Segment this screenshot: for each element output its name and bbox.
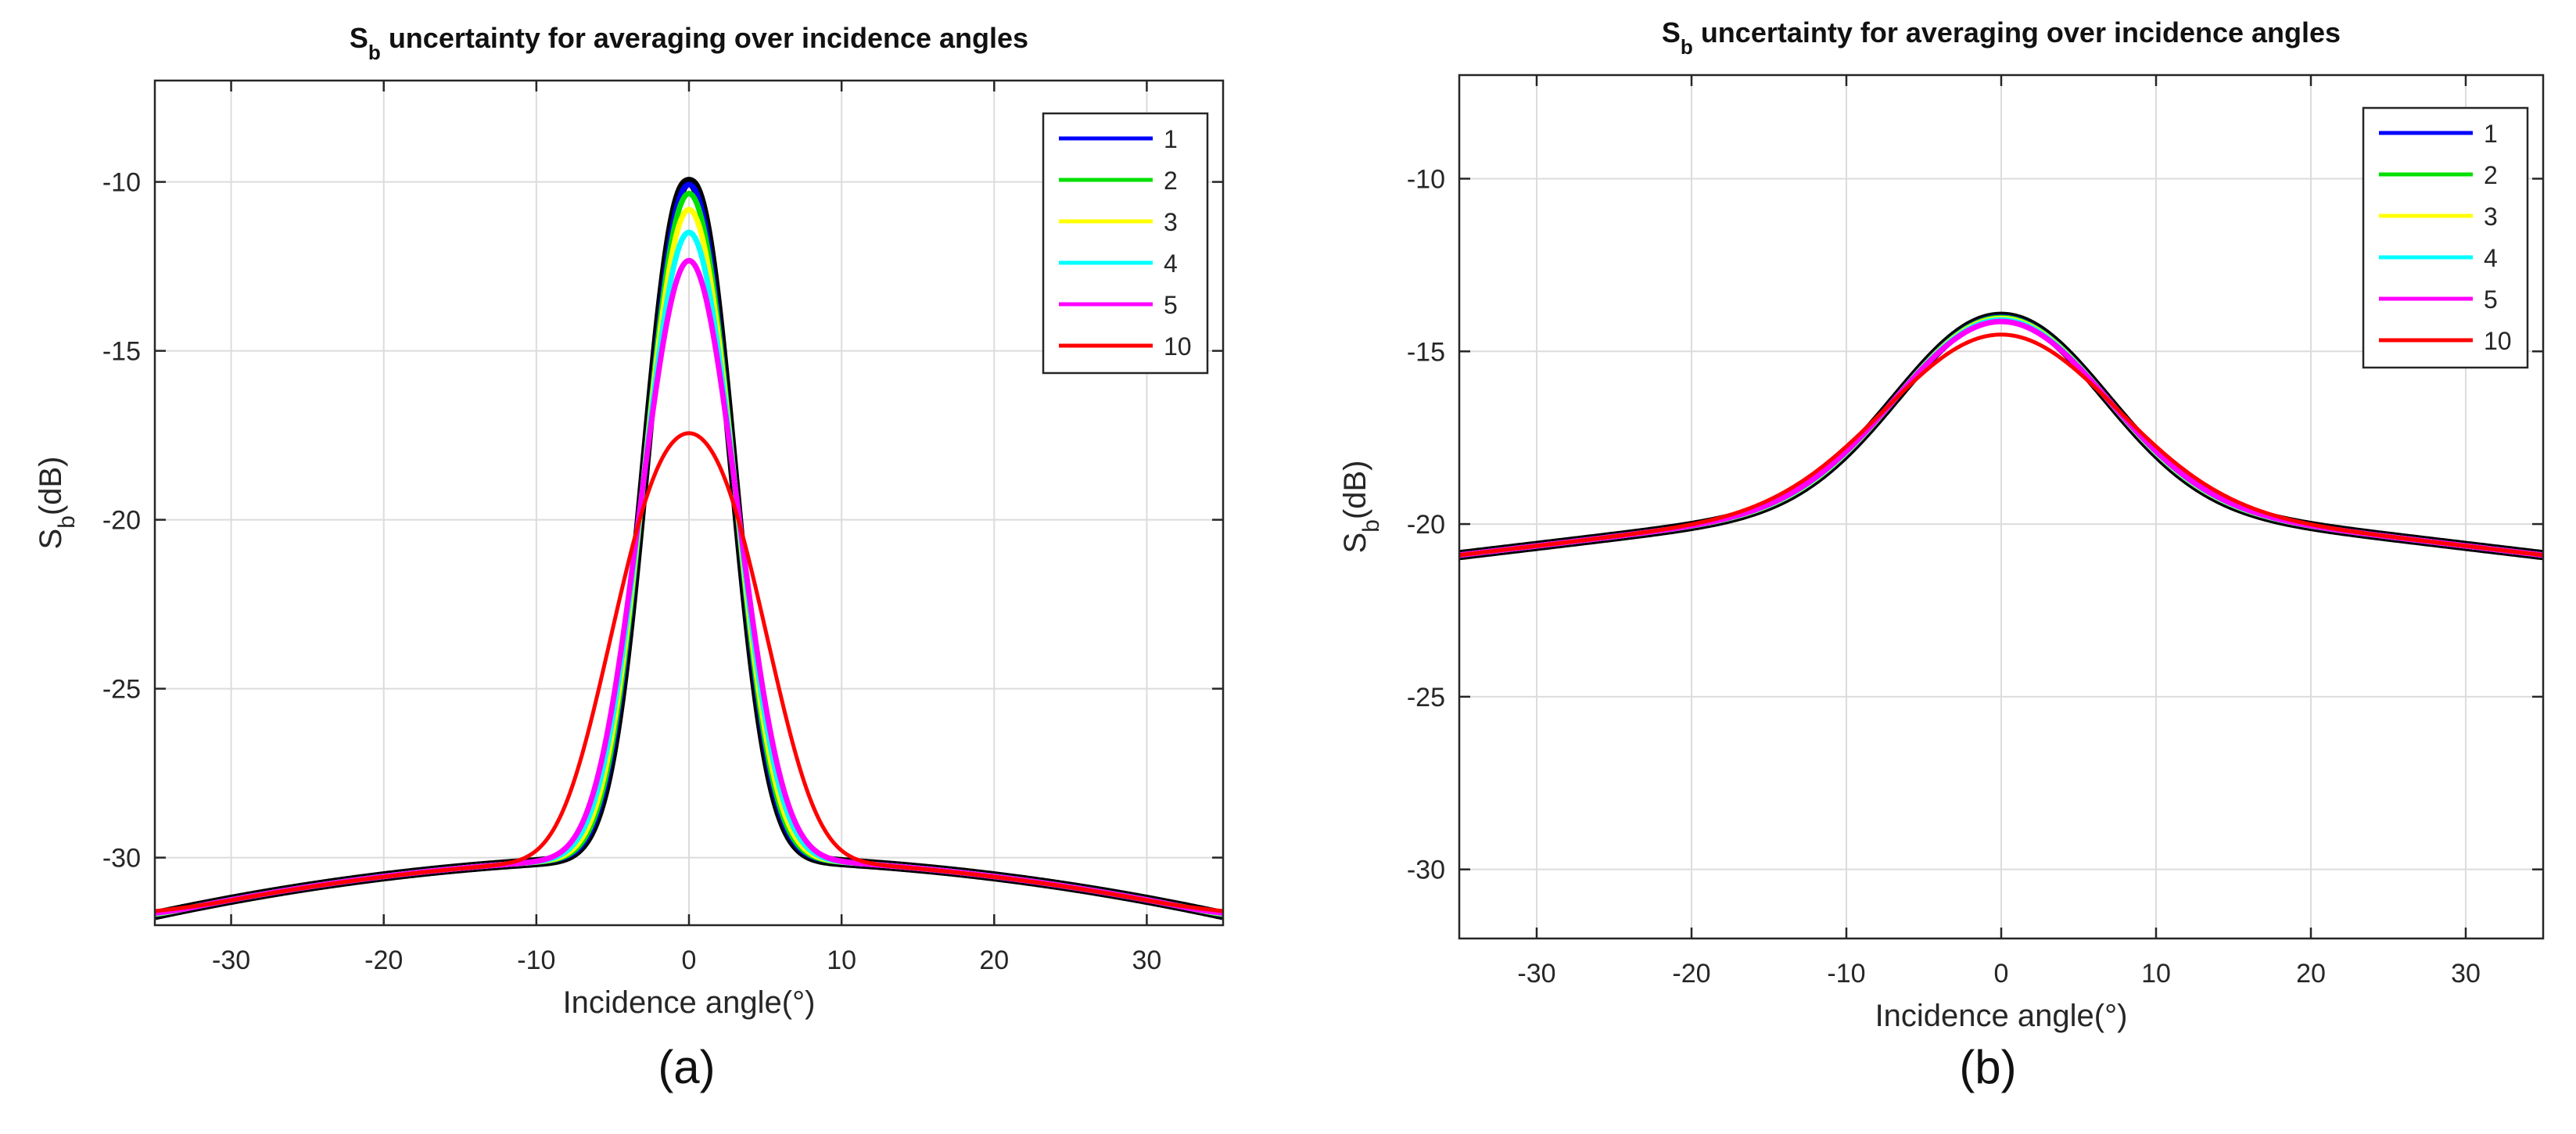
x-tick-label: -10 [517,946,555,975]
series-group [155,177,1223,920]
x-tick-label: -20 [1672,959,1710,989]
x-tick-label: 0 [682,946,697,975]
x-tick-label: 20 [979,946,1009,975]
y-tick-label: -25 [1407,683,1445,712]
x-tick-label: 20 [2296,959,2326,989]
legend-label-10: 10 [1164,332,1192,361]
y-tick-label: -10 [102,168,141,198]
chart-title: Sb uncertainty for averaging over incide… [1662,16,2341,59]
legend-label-1: 1 [2484,120,2498,148]
x-tick-label: -30 [1517,959,1555,989]
legend-box [1042,112,1209,375]
legend-box [2362,106,2529,369]
series-line-10 [155,431,1223,913]
legend: 1 2 3 4 5 10 [2362,106,2529,369]
x-tick-label: 30 [1132,946,1162,975]
series-group [1459,311,2543,561]
x-tick-label: -10 [1827,959,1865,989]
x-tick-label: 30 [2451,959,2481,989]
x-tick-label: 10 [2141,959,2171,989]
chart-a: -30 -20 -10 0 10 20 30 -10 -15 -20 -25 -30 Sb uncert… [34,22,1225,1020]
y-tick-label: -30 [102,844,141,874]
legend-label-5: 5 [2484,285,2498,314]
legend-label-2: 2 [2484,161,2498,189]
legend-label-5: 5 [1164,291,1178,319]
y-tick-label: -30 [1407,856,1445,885]
y-tick-label: -20 [102,506,141,536]
caption-b: (b) [1959,1041,2017,1093]
series-line-10 [1459,332,2543,558]
legend-label-10: 10 [2484,327,2512,355]
legend-label-2: 2 [1164,167,1178,195]
y-tick-label: -15 [102,337,141,367]
x-axis-label: Incidence angle(°) [563,985,816,1020]
legend-label-1: 1 [1164,125,1178,153]
chart-b: -30 -20 -10 0 10 20 30 -10 -15 -20 -25 -30 Sb uncert… [1338,16,2545,1033]
legend-label-4: 4 [1164,249,1178,278]
caption-a: (a) [658,1041,716,1093]
x-axis-label: Incidence angle(°) [1875,999,2128,1033]
legend: 1 2 3 4 5 10 [1042,112,1209,375]
y-axis-label: Sb(dB) [34,457,80,550]
y-tick-label: -10 [1407,164,1445,194]
legend-label-4: 4 [2484,244,2498,272]
y-tick-label: -15 [1407,337,1445,367]
x-tick-label: 0 [1994,959,2009,989]
x-tick-label: -30 [212,946,250,975]
x-tick-label: 10 [827,946,856,975]
y-tick-label: -25 [102,675,141,705]
y-axis-label: Sb(dB) [1338,461,1384,554]
legend-label-3: 3 [2484,203,2498,231]
y-tick-label: -20 [1407,510,1445,540]
chart-title: Sb uncertainty for averaging over incide… [350,22,1028,64]
x-tick-label: -20 [364,946,403,975]
legend-label-3: 3 [1164,208,1178,236]
